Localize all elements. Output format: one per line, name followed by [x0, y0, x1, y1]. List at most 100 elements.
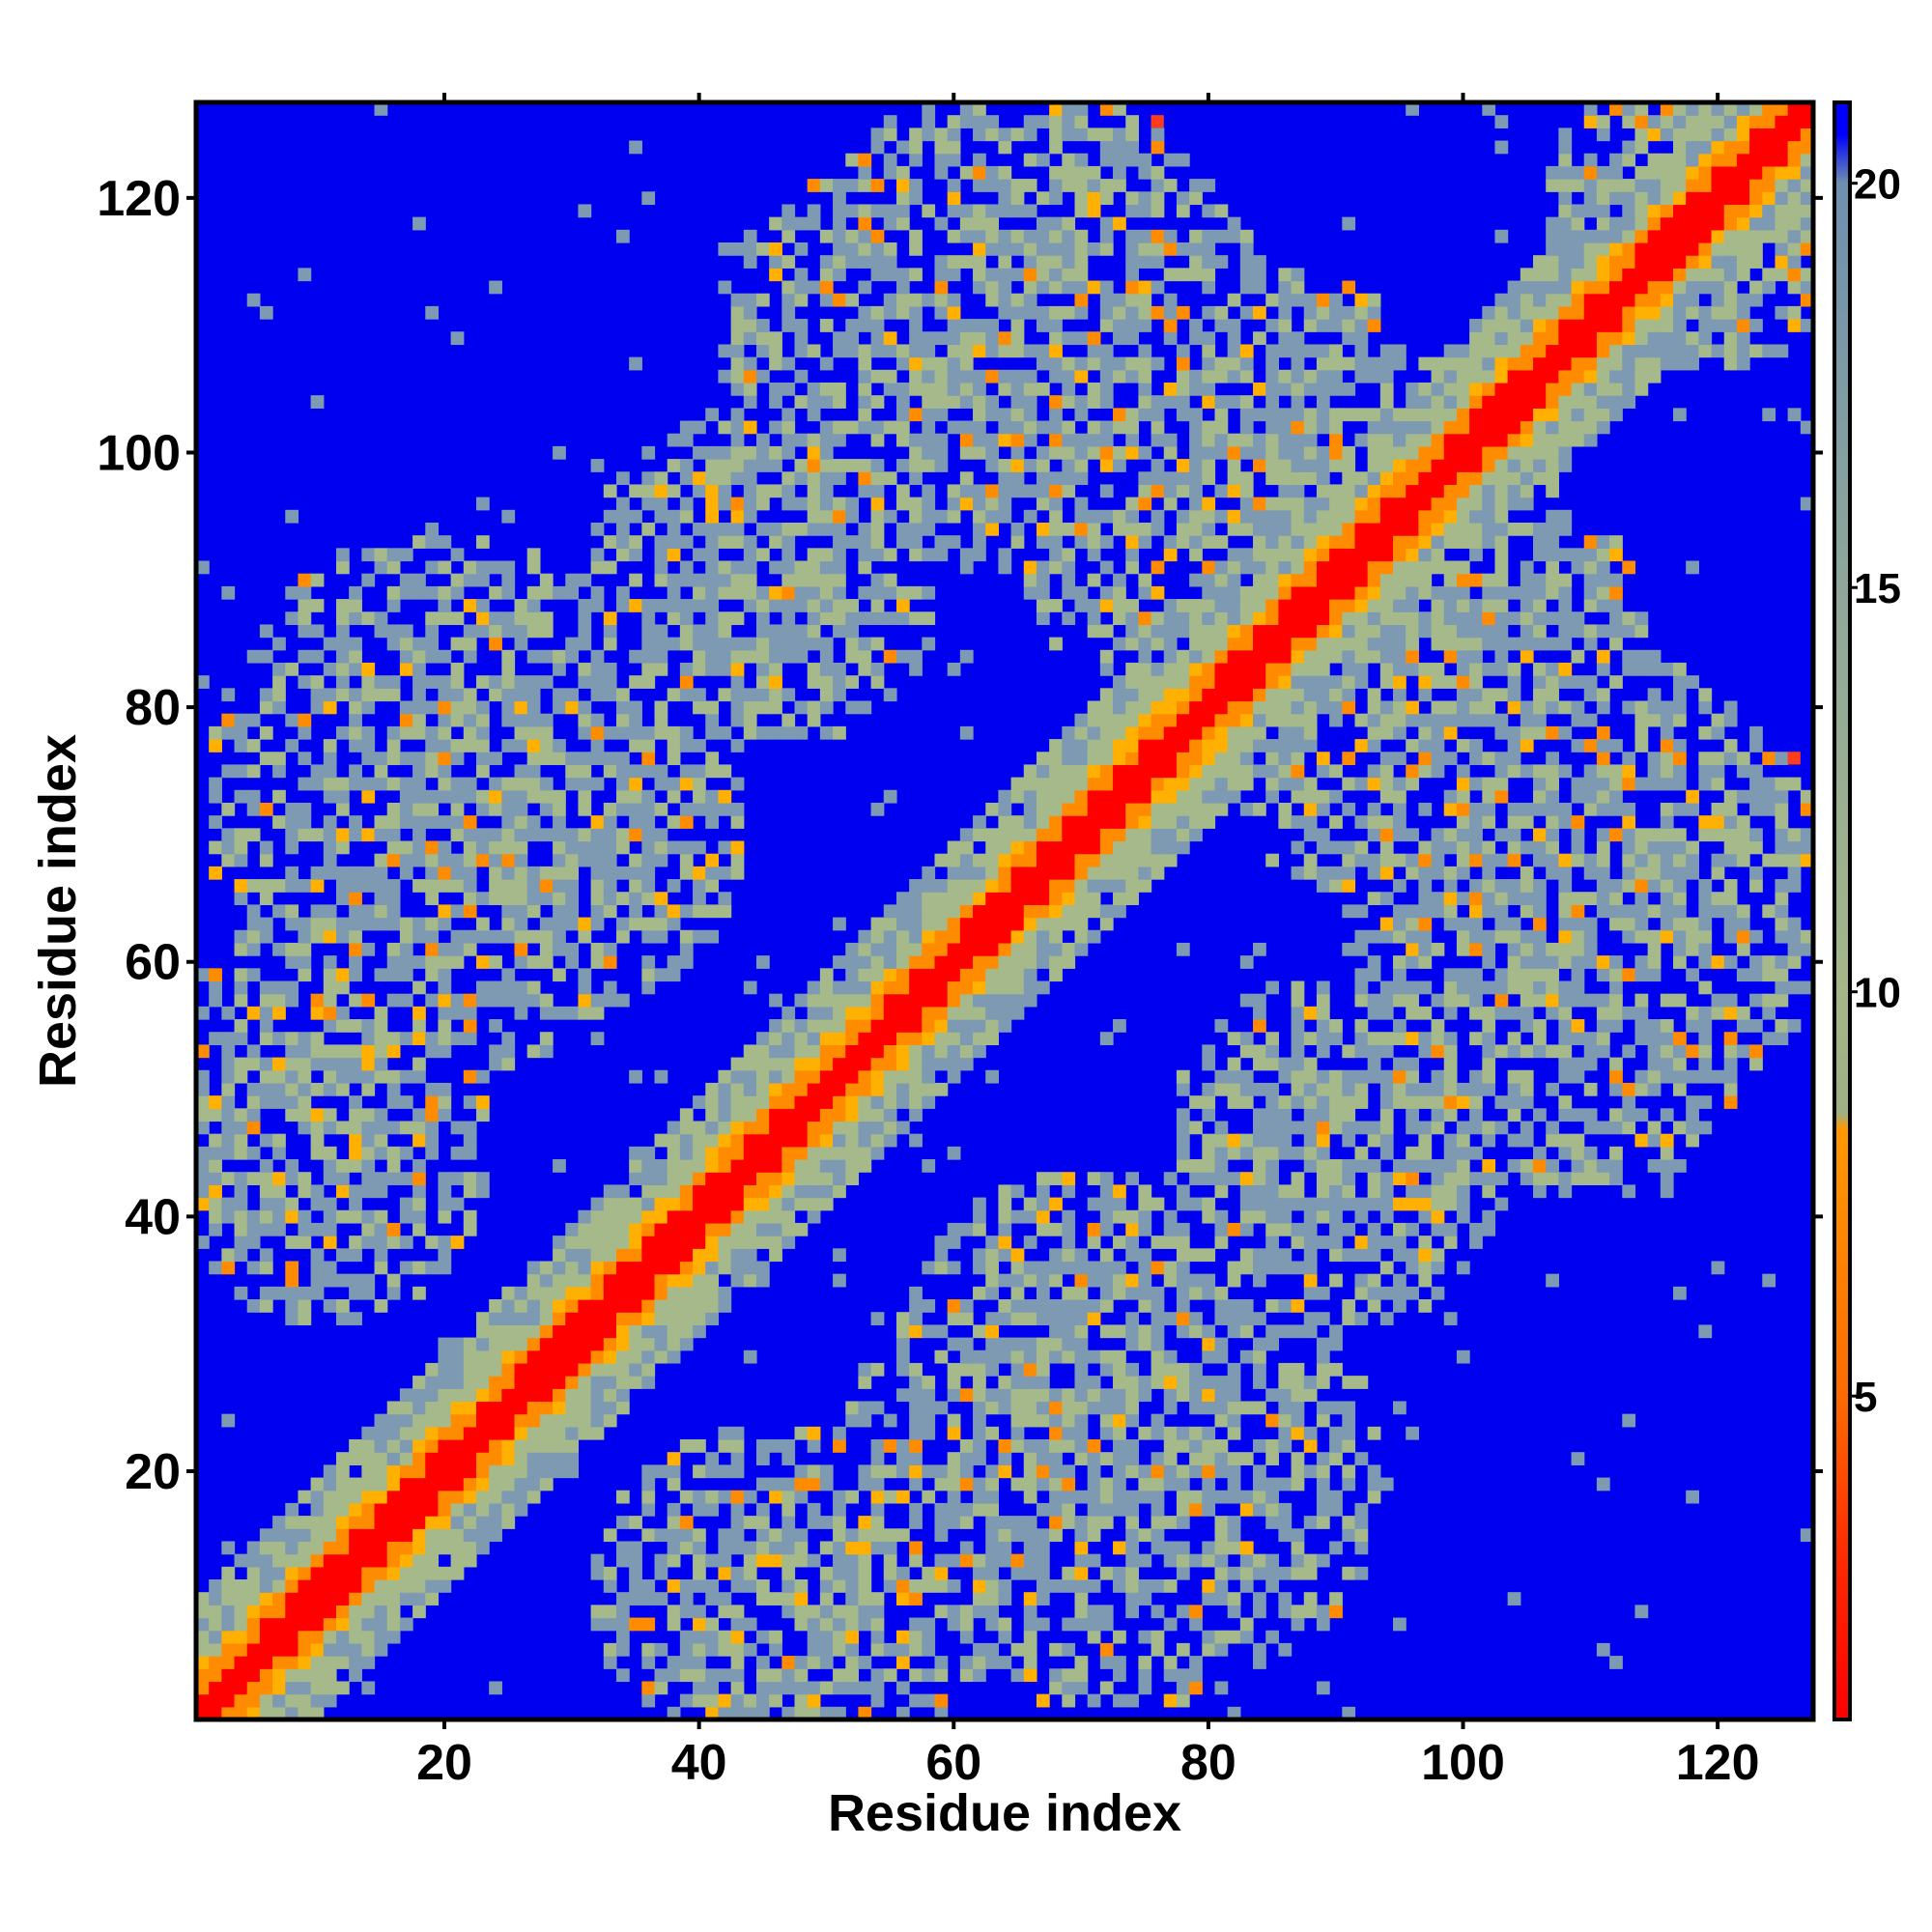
heatmap-cell [438, 585, 452, 600]
heatmap-cell [1227, 1566, 1241, 1580]
heatmap-cell [718, 866, 732, 880]
heatmap-cell [909, 331, 923, 346]
heatmap-cell [1202, 752, 1216, 766]
heatmap-cell [590, 522, 605, 536]
heatmap-cell [349, 700, 362, 715]
heatmap-cell [361, 611, 376, 626]
heatmap-cell [883, 153, 897, 167]
heatmap-cell [1113, 293, 1126, 307]
heatmap-cell [1023, 153, 1037, 167]
heatmap-cell [845, 675, 860, 689]
heatmap-cell [1036, 1273, 1050, 1288]
heatmap-cell [718, 1464, 732, 1479]
heatmap-cell [553, 1362, 566, 1377]
heatmap-cell [412, 725, 426, 740]
heatmap-cell [603, 1222, 617, 1236]
heatmap-cell [667, 1197, 681, 1211]
heatmap-cell [1125, 497, 1139, 511]
heatmap-cell [1239, 662, 1254, 676]
heatmap-cell [412, 1553, 426, 1568]
heatmap-cell [629, 548, 642, 562]
heatmap-cell [807, 1197, 821, 1211]
heatmap-cell [743, 1095, 757, 1109]
heatmap-cell [1023, 1376, 1037, 1389]
heatmap-cell [475, 789, 490, 804]
heatmap-cell [386, 828, 401, 842]
heatmap-cell [246, 1044, 261, 1059]
heatmap-cell [1202, 344, 1216, 358]
heatmap-cell [526, 929, 541, 944]
heatmap-cell [1202, 1388, 1216, 1403]
heatmap-cell [1151, 471, 1165, 486]
heatmap-cell [615, 1286, 630, 1300]
heatmap-cell [386, 560, 401, 575]
heatmap-cell [1010, 1337, 1025, 1351]
heatmap-cell [807, 484, 821, 498]
heatmap-cell [743, 1197, 757, 1211]
heatmap-cell [1036, 255, 1050, 269]
heatmap-cell [973, 1019, 986, 1033]
heatmap-cell [1189, 1312, 1203, 1325]
heatmap-cell [553, 879, 566, 893]
heatmap-cell [1087, 904, 1101, 919]
heatmap-cell [1023, 280, 1037, 295]
heatmap-cell [1087, 840, 1101, 855]
heatmap-cell [501, 840, 516, 855]
heatmap-cell [1239, 280, 1254, 295]
heatmap-cell [1023, 1261, 1037, 1275]
heatmap-cell [947, 879, 961, 893]
heatmap-cell [1214, 802, 1229, 816]
heatmap-cell [909, 1502, 923, 1517]
heatmap-cell [730, 305, 745, 320]
heatmap-cell [386, 1592, 401, 1605]
heatmap-cell [819, 1108, 834, 1122]
heatmap-cell [1202, 1108, 1216, 1122]
heatmap-cell [858, 165, 872, 180]
heatmap-cell [425, 725, 440, 740]
heatmap-cell [1074, 433, 1089, 447]
heatmap-cell [693, 420, 706, 435]
heatmap-cell [489, 1490, 502, 1504]
heatmap-cell [667, 1248, 681, 1263]
heatmap-cell [1087, 739, 1101, 753]
heatmap-cell [679, 599, 694, 612]
heatmap-cell [475, 1528, 490, 1543]
heatmap-cell [1074, 866, 1089, 880]
heatmap-cell [209, 1197, 222, 1211]
heatmap-cell [973, 1502, 986, 1517]
heatmap-cell [794, 280, 809, 295]
heatmap-cell [667, 1350, 681, 1364]
heatmap-cell [858, 942, 872, 956]
heatmap-cell [489, 688, 502, 702]
heatmap-cell [998, 1516, 1012, 1529]
heatmap-cell [718, 1566, 732, 1580]
heatmap-cell [1074, 725, 1089, 740]
heatmap-cell [922, 993, 936, 1008]
heatmap-cell [399, 1553, 413, 1568]
heatmap-cell [310, 624, 325, 639]
heatmap-cell [1125, 140, 1139, 155]
heatmap-cell [730, 866, 745, 880]
heatmap-cell [501, 1388, 516, 1403]
heatmap-cell [361, 752, 376, 766]
heatmap-cell [1036, 1477, 1050, 1492]
heatmap-cell [323, 1541, 337, 1555]
heatmap-cell [743, 331, 757, 346]
heatmap-cell [858, 395, 872, 409]
heatmap-cell [514, 1006, 528, 1020]
heatmap-cell [1202, 1209, 1216, 1224]
heatmap-cell [361, 1121, 376, 1135]
heatmap-cell [450, 700, 465, 715]
heatmap-cell [973, 1209, 986, 1224]
heatmap-cell [845, 1057, 860, 1071]
heatmap-cell [781, 573, 796, 587]
heatmap-cell [386, 879, 401, 893]
heatmap-cell [438, 1401, 452, 1415]
heatmap-cell [947, 1032, 961, 1045]
heatmap-cell [438, 1439, 452, 1453]
heatmap-cell [693, 688, 706, 702]
heatmap-cell [361, 1528, 376, 1543]
heatmap-cell [1214, 1082, 1229, 1096]
heatmap-cell [934, 1006, 949, 1020]
heatmap-cell [1138, 675, 1152, 689]
